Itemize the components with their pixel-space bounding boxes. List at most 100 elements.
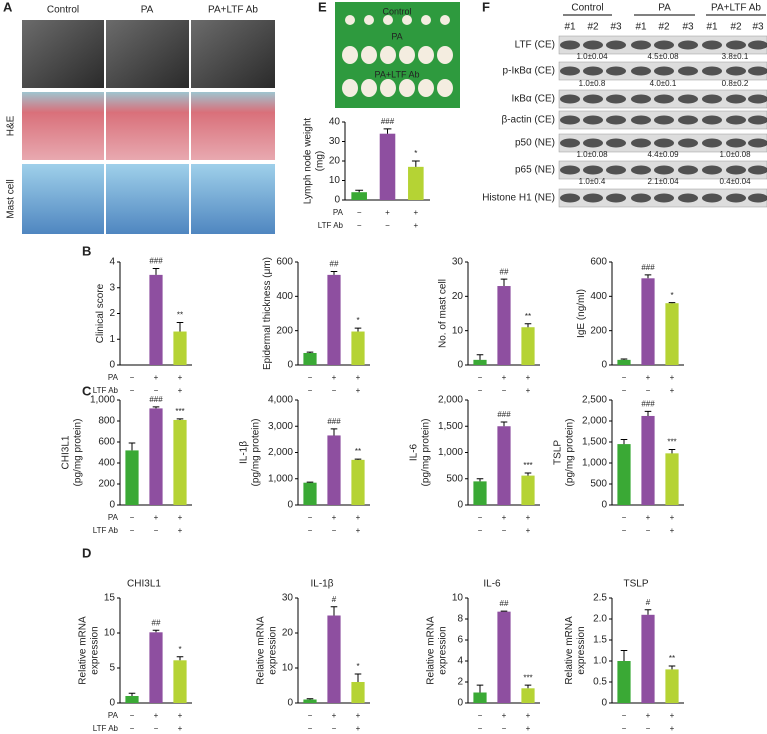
blot-name: p65 (NE) <box>515 165 555 176</box>
significance-label: *** <box>523 673 532 682</box>
error-bar <box>524 472 532 476</box>
blot-band <box>654 66 674 76</box>
blot-band <box>583 193 603 203</box>
error-bar <box>500 421 508 427</box>
blot-quant: 0.4±0.04 <box>719 177 751 186</box>
error-bar <box>476 354 484 360</box>
y-tick-label: 0 <box>287 500 293 511</box>
lane-label: #3 <box>752 22 764 33</box>
significance-label: *** <box>667 438 676 447</box>
error-bar <box>524 684 532 689</box>
panel-letter: F <box>482 0 490 14</box>
error-bar <box>668 302 676 304</box>
bar <box>617 661 631 703</box>
y-tick-label: 200 <box>590 325 607 336</box>
blot-band <box>583 165 603 175</box>
condition-mark: + <box>670 386 675 395</box>
condition-mark: + <box>670 513 675 522</box>
bar <box>303 699 317 703</box>
blot-band <box>583 40 603 50</box>
panel-letter: D <box>82 545 91 560</box>
blot-quant: 1.0±0.04 <box>576 52 608 61</box>
error-bar <box>500 278 508 287</box>
condition-mark: − <box>502 724 507 733</box>
condition-name: LTF Ab <box>318 221 344 230</box>
condition-mark: − <box>478 711 483 720</box>
bar <box>473 481 487 505</box>
y-tick-label: 1.0 <box>593 656 607 667</box>
error-bar <box>176 322 184 332</box>
blot-band <box>631 193 651 203</box>
condition-mark: + <box>526 373 531 382</box>
error-bar <box>306 481 314 483</box>
y-axis-label: Relative mRNA <box>425 616 436 685</box>
condition-mark: − <box>622 724 627 733</box>
y-tick-label: 20 <box>452 291 464 302</box>
blot-quant: 3.8±0.1 <box>722 52 749 61</box>
blot-band <box>606 193 626 203</box>
error-bar <box>524 323 532 328</box>
y-tick-label: 3,000 <box>268 421 293 432</box>
bar <box>641 278 655 365</box>
lymph-node <box>399 79 415 97</box>
y-tick-label: 0 <box>109 360 115 371</box>
y-axis-label: Relative mRNA <box>564 616 575 685</box>
lymph-node <box>342 46 358 64</box>
y-tick-label: 10 <box>452 325 464 336</box>
lymph-node <box>402 15 412 25</box>
condition-name: LTF Ab <box>93 724 119 733</box>
blot-band <box>748 40 767 50</box>
bar <box>327 435 341 505</box>
y-tick-label: 0 <box>109 500 115 511</box>
y-tick-label: 600 <box>276 257 293 268</box>
bar <box>351 331 365 365</box>
lymph-node <box>440 15 450 25</box>
y-axis-label: IgE (ng/ml) <box>576 289 587 338</box>
lymph-node <box>361 46 377 64</box>
y-tick-label: 0 <box>601 500 607 511</box>
bar <box>351 192 367 200</box>
blot-band <box>560 66 580 76</box>
blot-band <box>560 165 580 175</box>
condition-mark: + <box>356 724 361 733</box>
bar <box>665 669 679 703</box>
y-axis-label: (pg/mg protein) <box>251 419 262 487</box>
y-tick-label: 2 <box>109 308 115 319</box>
blot-band <box>726 94 746 104</box>
group-label: PA+LTF Ab <box>711 3 761 14</box>
blot-band <box>606 165 626 175</box>
condition-mark: + <box>356 711 361 720</box>
condition-mark: − <box>478 386 483 395</box>
blot-band <box>726 165 746 175</box>
significance-label: ### <box>381 117 395 126</box>
blot-band <box>702 138 722 148</box>
y-tick-label: 800 <box>98 416 115 427</box>
y-tick-label: 1,000 <box>90 395 115 406</box>
blot-band <box>702 115 722 125</box>
chart-title: IL-6 <box>483 579 501 590</box>
error-bar <box>411 160 420 167</box>
condition-mark: − <box>622 711 627 720</box>
condition-mark: − <box>154 724 159 733</box>
error-bar <box>152 267 160 275</box>
y-tick-label: 600 <box>590 257 607 268</box>
blot-band <box>726 66 746 76</box>
blot-band <box>560 115 580 125</box>
condition-mark: − <box>154 386 159 395</box>
bar <box>173 660 187 703</box>
y-tick-label: 10 <box>452 593 464 604</box>
condition-name: LTF Ab <box>93 386 119 395</box>
significance-label: ** <box>669 654 675 663</box>
condition-mark: − <box>308 526 313 535</box>
condition-mark: + <box>178 724 183 733</box>
y-axis-label: Relative mRNA <box>77 616 88 685</box>
condition-mark: − <box>385 221 390 230</box>
condition-mark: − <box>646 386 651 395</box>
lane-label: #1 <box>706 22 718 33</box>
lane-label: #3 <box>610 22 622 33</box>
error-bar <box>355 189 364 193</box>
bar <box>617 444 631 505</box>
error-bar <box>476 684 484 693</box>
error-bar <box>330 606 338 616</box>
bar <box>473 692 487 703</box>
